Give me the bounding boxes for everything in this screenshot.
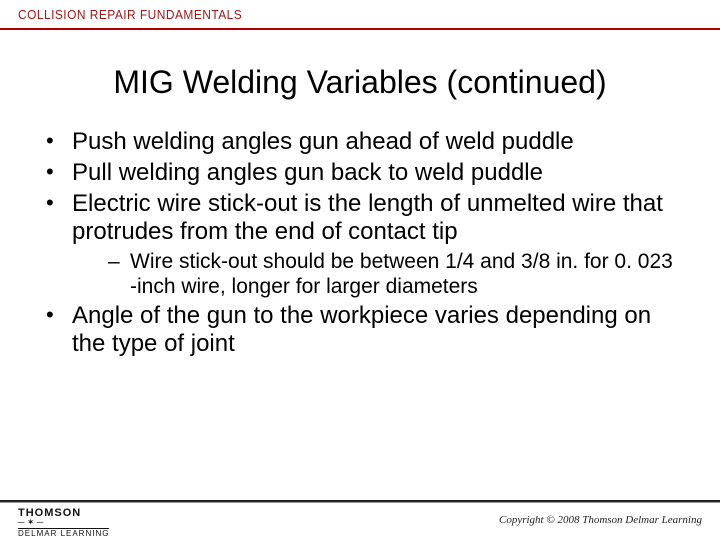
bullet-text: Angle of the gun to the workpiece varies… — [72, 302, 651, 358]
copyright-text: Copyright © 2008 Thomson Delmar Learning — [499, 514, 702, 526]
bullet-item: Electric wire stick-out is the length of… — [40, 190, 676, 300]
star-icon: ─ ✶ ─ — [18, 518, 109, 527]
bullet-item: Angle of the gun to the workpiece varies… — [40, 302, 676, 360]
publisher-name-bottom: DELMAR LEARNING — [18, 528, 109, 538]
footer-rule-light — [0, 502, 720, 503]
publisher-logo: THOMSON ─ ✶ ─ DELMAR LEARNING — [18, 508, 109, 538]
bullet-item: Pull welding angles gun back to weld pud… — [40, 159, 676, 188]
bullet-text: Electric wire stick-out is the length of… — [72, 190, 663, 246]
sub-bullet-list: Wire stick-out should be between 1/4 and… — [72, 249, 676, 299]
bullet-text: Push welding angles gun ahead of weld pu… — [72, 128, 574, 155]
header-brand-text: COLLISION REPAIR FUNDAMENTALS — [18, 7, 242, 22]
header-rule — [0, 28, 720, 30]
slide-title: MIG Welding Variables (continued) — [0, 64, 720, 101]
sub-bullet-item: Wire stick-out should be between 1/4 and… — [72, 249, 676, 299]
content-area: Push welding angles gun ahead of weld pu… — [40, 128, 676, 361]
bullet-list: Push welding angles gun ahead of weld pu… — [40, 128, 676, 359]
bullet-item: Push welding angles gun ahead of weld pu… — [40, 128, 676, 157]
header-bar: COLLISION REPAIR FUNDAMENTALS — [0, 0, 720, 28]
sub-bullet-text: Wire stick-out should be between 1/4 and… — [130, 250, 673, 298]
footer: THOMSON ─ ✶ ─ DELMAR LEARNING Copyright … — [0, 500, 720, 540]
bullet-text: Pull welding angles gun back to weld pud… — [72, 159, 543, 186]
